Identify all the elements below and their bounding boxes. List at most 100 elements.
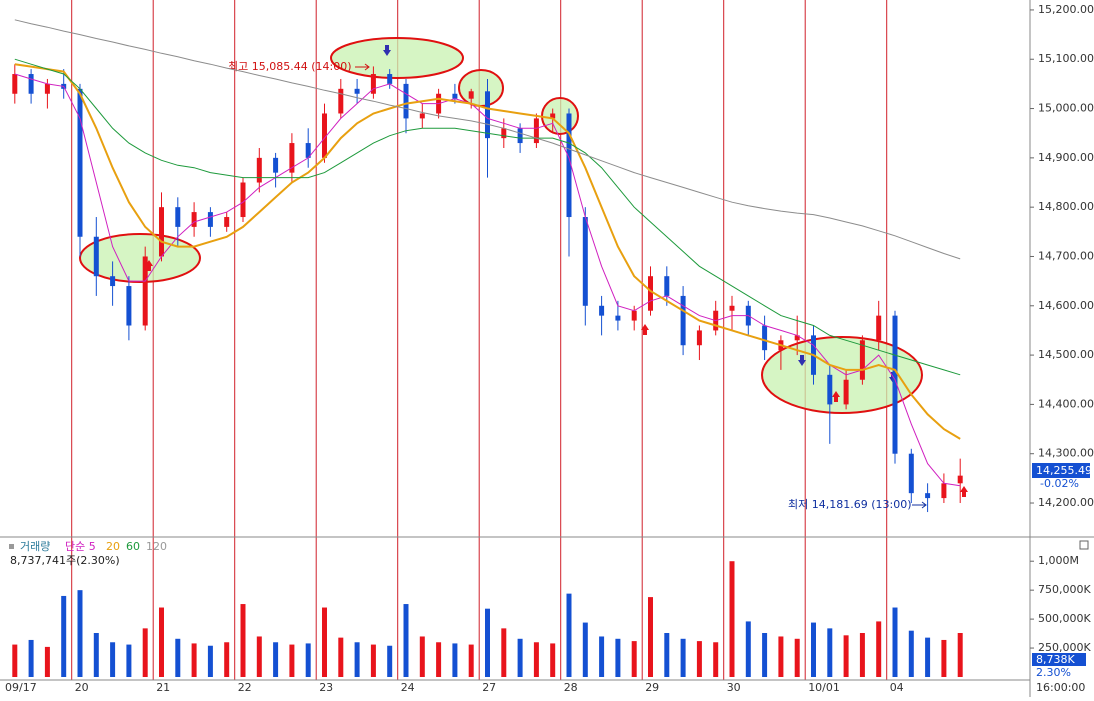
volume-bar — [159, 607, 164, 677]
x-tick-label: 27 — [482, 681, 496, 694]
candle-body — [126, 286, 132, 326]
y2-tick-label: 250,000K — [1038, 641, 1091, 654]
candle-body — [452, 93, 458, 99]
volume-bar — [533, 642, 539, 677]
candle-body — [762, 325, 768, 351]
candle-body — [305, 143, 311, 158]
volume-legend: 60 — [126, 540, 140, 553]
volume-bar — [859, 633, 865, 677]
candle-body — [533, 118, 539, 144]
candle-body — [843, 379, 849, 405]
volume-bar — [550, 643, 556, 677]
icon — [9, 544, 14, 549]
candle-body — [729, 305, 735, 311]
volume-bar — [338, 637, 344, 677]
volume-bar — [876, 621, 882, 677]
last-volume: 8,738K — [1036, 653, 1075, 666]
y-tick-label: 14,600.00 — [1038, 299, 1094, 312]
volume-bar — [762, 633, 768, 677]
volume-legend: 단순 5 — [65, 540, 96, 553]
candle-body — [207, 212, 213, 227]
volume-bar — [729, 561, 735, 677]
volume-bar — [61, 595, 67, 677]
y-tick-label: 14,700.00 — [1038, 249, 1094, 262]
last-price: 14,255.49 — [1036, 464, 1092, 477]
x-tick-label: 23 — [319, 681, 333, 694]
volume-bar — [224, 642, 230, 677]
volume-bar — [582, 622, 588, 677]
volume-bar — [175, 638, 181, 677]
y-tick-label: 15,200.00 — [1038, 3, 1094, 16]
candle-body — [142, 256, 148, 326]
x-tick-label: 24 — [401, 681, 415, 694]
candle-body — [256, 157, 262, 183]
candle-body — [403, 83, 409, 119]
volume-bar — [240, 604, 246, 677]
candle-body — [599, 305, 605, 316]
ma-line — [14, 63, 961, 440]
candle-body — [925, 493, 931, 499]
candle-body — [696, 330, 702, 346]
volume-bar — [191, 643, 197, 677]
candle-body — [12, 74, 18, 94]
volume-bar — [289, 644, 295, 677]
candle-body — [338, 88, 344, 114]
y2-tick-label: 500,000K — [1038, 612, 1091, 625]
candle-body — [648, 276, 653, 311]
candle-body — [892, 315, 898, 454]
volume-bar — [680, 638, 686, 677]
y-tick-label: 14,200.00 — [1038, 496, 1094, 509]
volume-bar — [925, 637, 931, 677]
volume-bar — [93, 633, 99, 677]
volume-bar — [256, 636, 262, 677]
x-tick-label: 04 — [890, 681, 904, 694]
volume-box — [1032, 653, 1086, 666]
ellipse — [541, 97, 579, 135]
y-tick-label: 14,400.00 — [1038, 397, 1094, 410]
time-label: 16:00:00 — [1036, 681, 1085, 694]
volume-ratio: 2.30% — [1036, 666, 1071, 679]
volume-bar — [599, 636, 605, 677]
candle-body — [419, 113, 425, 119]
candle-body — [387, 74, 393, 84]
arrow — [798, 355, 806, 366]
arrow — [912, 501, 927, 509]
volume-bar — [305, 643, 311, 677]
x-tick-label: 20 — [75, 681, 89, 694]
volume-bar — [485, 608, 490, 677]
arrow — [641, 324, 649, 335]
volume-bar — [843, 635, 849, 677]
candle-body — [550, 113, 556, 119]
y-tick-label: 15,100.00 — [1038, 52, 1094, 65]
x-tick-label: 10/01 — [808, 681, 840, 694]
candle-body — [664, 276, 670, 296]
volume-total: 8,737,741주(2.30%) — [10, 554, 120, 567]
y2-tick-label: 1,000M — [1038, 554, 1079, 567]
y-tick-label: 14,800.00 — [1038, 200, 1094, 213]
arrow — [355, 63, 370, 71]
candle-body — [859, 340, 865, 380]
volume-bar — [941, 639, 947, 677]
volume-bar — [110, 642, 116, 677]
candle-body — [517, 128, 523, 144]
volume-bar — [794, 638, 800, 677]
candle-body — [566, 113, 572, 218]
candle-body — [501, 128, 507, 139]
ellipse — [330, 37, 464, 79]
volume-bar — [778, 636, 784, 677]
candle-body — [680, 295, 686, 346]
volume-bar — [517, 638, 523, 677]
candle-body — [941, 483, 947, 499]
candle-body — [273, 157, 279, 173]
high-annotation: 최고 15,085.44 (14:00) — [228, 60, 352, 73]
volume-bar — [664, 633, 670, 677]
candle-body — [827, 374, 833, 405]
candle-body — [322, 113, 327, 158]
volume-bar — [713, 642, 719, 677]
volume-bar — [354, 642, 360, 677]
candle-body — [794, 335, 800, 341]
candle-body — [631, 310, 637, 321]
candle-body — [370, 74, 376, 94]
price-box — [1032, 463, 1090, 478]
